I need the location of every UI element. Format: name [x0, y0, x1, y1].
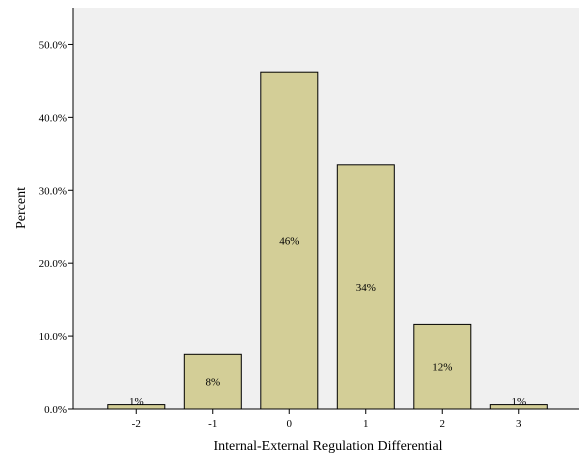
bar-label-3: 1% [511, 396, 526, 408]
x-ticks: -2 -1 0 1 2 3 [132, 409, 522, 430]
y-ticks: 0.0% 10.0% 20.0% 30.0% 40.0% 50.0% [39, 39, 73, 416]
bars [107, 71, 548, 410]
bar-2 [413, 323, 472, 410]
x-tick-label: -1 [208, 418, 217, 430]
bar-labels: 1% 8% 46% 34% 12% 1% [129, 236, 526, 408]
bar-label--2: 1% [129, 396, 144, 408]
bar-1 [336, 164, 395, 410]
x-tick-label: 3 [516, 418, 522, 430]
x-axis-title: Internal-External Regulation Differentia… [213, 439, 442, 454]
x-tick-label: -2 [132, 418, 141, 430]
y-axis-title: Percent [14, 187, 29, 229]
y-tick-label: 30.0% [39, 185, 67, 197]
y-tick-label: 20.0% [39, 258, 67, 270]
x-tick-label: 2 [440, 418, 446, 430]
y-tick-label: 40.0% [39, 112, 67, 124]
x-tick-label: 0 [287, 418, 293, 430]
y-tick-label: 0.0% [44, 404, 67, 416]
y-tick-label: 50.0% [39, 39, 67, 51]
bar-label-1: 34% [356, 282, 376, 294]
bar--1 [183, 353, 242, 410]
x-tick-label: 1 [363, 418, 369, 430]
y-tick-label: 10.0% [39, 331, 67, 343]
bar-label-0: 46% [279, 236, 299, 248]
plot-area [73, 8, 579, 409]
bar-label-2: 12% [432, 362, 452, 374]
bar-label--1: 8% [205, 377, 220, 389]
axes [72, 8, 579, 410]
